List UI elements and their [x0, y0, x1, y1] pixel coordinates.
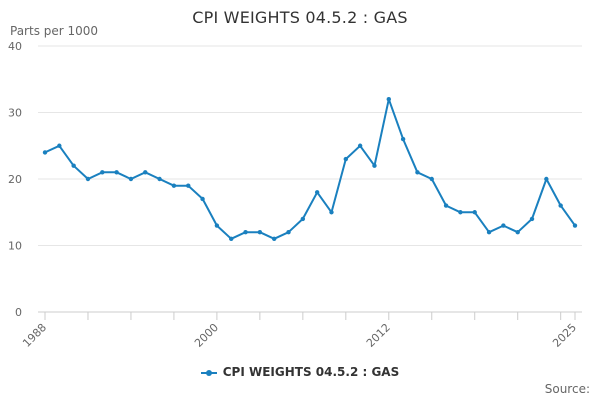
- data-point-2013: [400, 136, 406, 142]
- data-point-2002: [243, 230, 248, 235]
- data-point-2014: [415, 170, 420, 175]
- legend[interactable]: CPI WEIGHTS 04.5.2 : GAS: [0, 365, 600, 379]
- y-axis-label: Parts per 1000: [10, 24, 99, 38]
- data-point-1993: [114, 170, 119, 175]
- source-label: Source:: [544, 382, 590, 396]
- data-point-2016: [443, 203, 449, 208]
- data-point-1999: [200, 196, 205, 202]
- data-point-2019: [486, 230, 492, 235]
- data-point-2010: [357, 143, 363, 148]
- data-point-2008: [329, 210, 334, 215]
- y-tick-label-30: 30: [8, 107, 22, 120]
- data-point-2009: [343, 156, 349, 162]
- data-point-2012: [386, 97, 391, 102]
- data-point-1998: [186, 183, 191, 188]
- data-point-2025: [572, 223, 578, 228]
- data-point-1989: [57, 143, 62, 148]
- data-point-2024: [558, 203, 563, 208]
- data-point-2007: [314, 190, 320, 195]
- y-tick-label-20: 20: [8, 173, 22, 186]
- x-tick-label-2012: 2012: [364, 321, 393, 350]
- data-point-2003: [257, 230, 263, 235]
- y-tick-label-40: 40: [8, 40, 22, 53]
- data-point-2018: [472, 210, 477, 215]
- data-point-2023: [544, 176, 549, 182]
- data-point-2015: [429, 176, 434, 182]
- data-point-2022: [529, 216, 535, 222]
- data-point-1996: [157, 176, 162, 182]
- y-tick-label-10: 10: [8, 240, 22, 253]
- data-point-1997: [171, 183, 177, 188]
- data-point-2005: [286, 230, 291, 235]
- data-point-2004: [271, 236, 277, 242]
- chart-title: CPI WEIGHTS 04.5.2 : GAS: [192, 8, 408, 27]
- data-point-2001: [229, 236, 234, 242]
- x-tick-label-1988: 1988: [20, 321, 49, 350]
- legend-series-label: CPI WEIGHTS 04.5.2 : GAS: [222, 365, 400, 379]
- data-point-1991: [85, 176, 91, 182]
- x-tick-label-2025: 2025: [550, 321, 579, 350]
- legend-line-marker: [200, 369, 217, 376]
- y-tick-label-0: 0: [15, 306, 22, 319]
- series-line-0: [44, 98, 576, 240]
- data-point-2006: [300, 216, 306, 222]
- data-point-1988: [42, 150, 48, 155]
- data-point-2000: [214, 223, 220, 228]
- data-point-2021: [515, 230, 520, 235]
- data-point-2011: [372, 163, 377, 168]
- data-point-1995: [143, 170, 148, 175]
- data-point-1994: [128, 176, 134, 182]
- data-point-2017: [458, 210, 463, 215]
- x-tick-label-2000: 2000: [192, 321, 221, 350]
- data-point-1992: [100, 170, 105, 175]
- data-point-1990: [71, 163, 76, 168]
- data-point-2020: [501, 223, 506, 228]
